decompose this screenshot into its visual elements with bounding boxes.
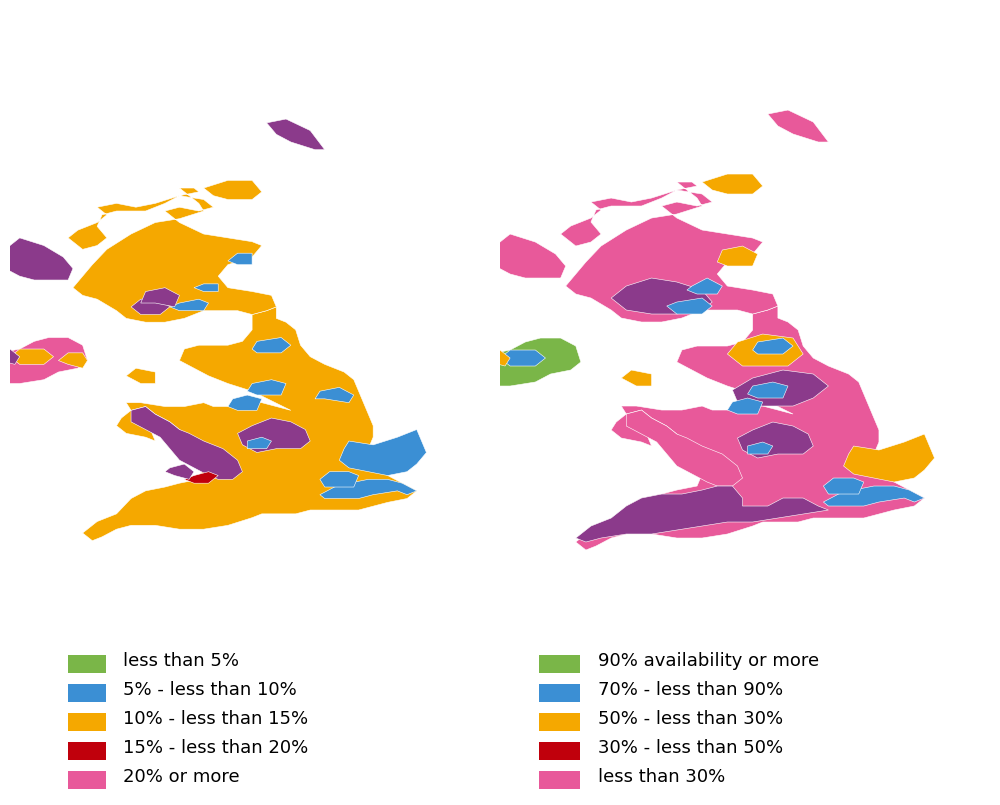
Polygon shape [252,337,291,353]
Text: less than 30%: less than 30% [598,768,725,786]
Polygon shape [228,254,252,265]
Polygon shape [184,472,218,483]
Polygon shape [667,298,712,314]
FancyBboxPatch shape [539,713,580,731]
FancyBboxPatch shape [68,683,106,702]
FancyBboxPatch shape [68,771,106,789]
Polygon shape [170,299,209,311]
Polygon shape [611,278,712,314]
Polygon shape [320,479,417,498]
Polygon shape [576,486,828,542]
Polygon shape [0,237,73,280]
Polygon shape [247,380,286,395]
Polygon shape [58,353,87,368]
Polygon shape [247,437,271,448]
Polygon shape [339,430,426,476]
Polygon shape [748,442,773,454]
Polygon shape [315,387,354,402]
Polygon shape [626,410,743,486]
Polygon shape [131,407,242,479]
Polygon shape [844,434,935,482]
Polygon shape [0,349,20,365]
Polygon shape [727,334,803,366]
Polygon shape [702,174,763,194]
Polygon shape [823,486,924,506]
Polygon shape [68,188,276,322]
Polygon shape [561,182,778,322]
Polygon shape [141,287,179,307]
Polygon shape [621,370,652,386]
Polygon shape [228,395,262,411]
Polygon shape [455,338,581,386]
Polygon shape [768,110,828,142]
FancyBboxPatch shape [539,742,580,760]
FancyBboxPatch shape [539,771,580,789]
Polygon shape [687,278,722,294]
Polygon shape [83,307,417,541]
Polygon shape [490,234,566,278]
Polygon shape [748,382,788,398]
Text: less than 5%: less than 5% [123,652,239,670]
Text: 15% - less than 20%: 15% - less than 20% [123,739,308,757]
FancyBboxPatch shape [539,654,580,673]
Polygon shape [500,350,545,366]
Polygon shape [131,299,170,315]
Polygon shape [727,398,763,414]
Polygon shape [717,246,758,266]
Polygon shape [267,119,325,150]
Polygon shape [737,422,813,458]
Text: 70% - less than 90%: 70% - less than 90% [598,681,783,699]
Polygon shape [0,337,87,383]
Text: 10% - less than 15%: 10% - less than 15% [123,710,308,728]
FancyBboxPatch shape [68,654,106,673]
FancyBboxPatch shape [68,713,106,731]
Text: 50% - less than 30%: 50% - less than 30% [598,710,783,728]
Polygon shape [194,284,218,291]
FancyBboxPatch shape [68,742,106,760]
Polygon shape [480,350,510,366]
FancyBboxPatch shape [539,683,580,702]
Polygon shape [126,368,155,383]
Text: 20% or more: 20% or more [123,768,240,786]
Text: 30% - less than 50%: 30% - less than 50% [598,739,783,757]
Polygon shape [238,418,310,452]
Polygon shape [823,478,864,494]
Polygon shape [576,306,924,550]
Text: 5% - less than 10%: 5% - less than 10% [123,681,297,699]
Polygon shape [165,464,194,479]
Polygon shape [320,472,359,487]
Polygon shape [204,180,262,200]
Text: 90% availability or more: 90% availability or more [598,652,819,670]
Polygon shape [753,338,793,354]
Polygon shape [732,370,828,406]
Polygon shape [10,349,54,365]
